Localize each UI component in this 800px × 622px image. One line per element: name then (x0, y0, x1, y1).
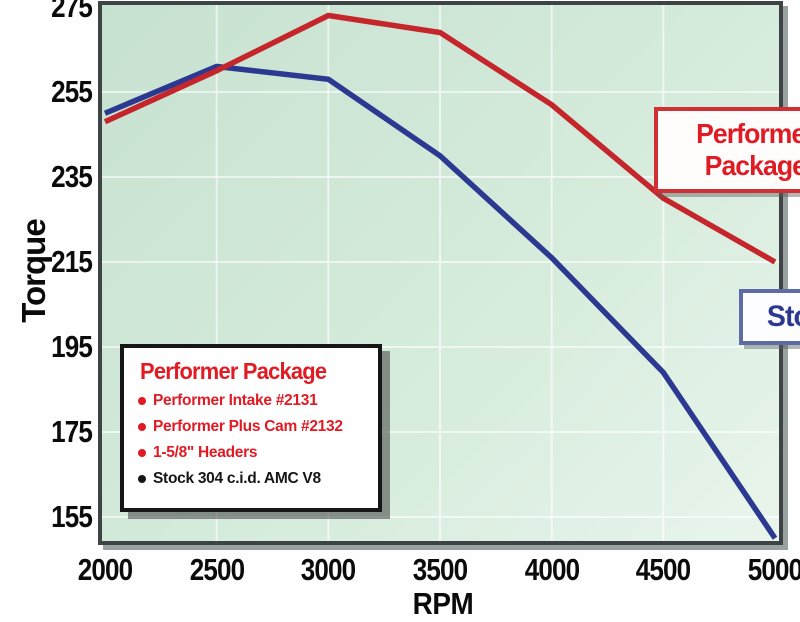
y-tick-label: 155 (51, 499, 93, 534)
bullet-icon (138, 449, 146, 457)
bullet-icon (138, 423, 146, 431)
performer-callout-line2: Package (704, 150, 800, 181)
y-tick-label: 275 (51, 0, 93, 24)
x-tick-label: 4500 (636, 552, 691, 587)
spec-box-title: Performer Package (140, 358, 327, 384)
y-tick-label: 215 (51, 244, 93, 279)
performer-callout-line1: Performer (696, 117, 800, 149)
spec-item: Performer Intake #2131 (138, 392, 368, 410)
x-tick-label: 2500 (189, 552, 244, 587)
spec-box-items: Performer Intake #2131 Performer Plus Cam… (138, 392, 368, 488)
performer-curve (103, 12, 777, 265)
stock-callout: Stock (739, 289, 800, 345)
y-tick-label: 235 (51, 159, 93, 194)
x-tick-label: 4000 (524, 552, 579, 587)
x-axis-title: RPM (412, 586, 474, 621)
spec-box: Performer Package Performer Intake #2131… (120, 344, 382, 512)
spec-item: 1-5/8" Headers (138, 444, 368, 462)
stock-callout-label: Stock (766, 300, 800, 333)
x-tick-label: 3500 (412, 552, 468, 587)
y-tick-label: 255 (51, 74, 93, 109)
bullet-icon (138, 397, 146, 405)
spec-item-text: Performer Plus Cam #2132 (153, 418, 343, 435)
y-tick-label: 175 (51, 414, 93, 449)
x-tick-label: 2000 (77, 552, 133, 587)
stock-curve (103, 63, 778, 540)
x-tick-label: 3000 (301, 552, 356, 587)
spec-item-text: 1-5/8" Headers (153, 444, 258, 461)
spec-item: Performer Plus Cam #2132 (138, 418, 368, 436)
y-tick-label: 195 (51, 329, 93, 364)
spec-item: Stock 304 c.i.d. AMC V8 (138, 470, 368, 488)
spec-item-text: Stock 304 c.i.d. AMC V8 (153, 470, 321, 487)
bullet-icon (138, 475, 146, 483)
spec-item-text: Performer Intake #2131 (153, 392, 318, 409)
x-tick-label: 5000 (747, 552, 800, 587)
performer-package-callout: Performer Package (654, 107, 800, 193)
